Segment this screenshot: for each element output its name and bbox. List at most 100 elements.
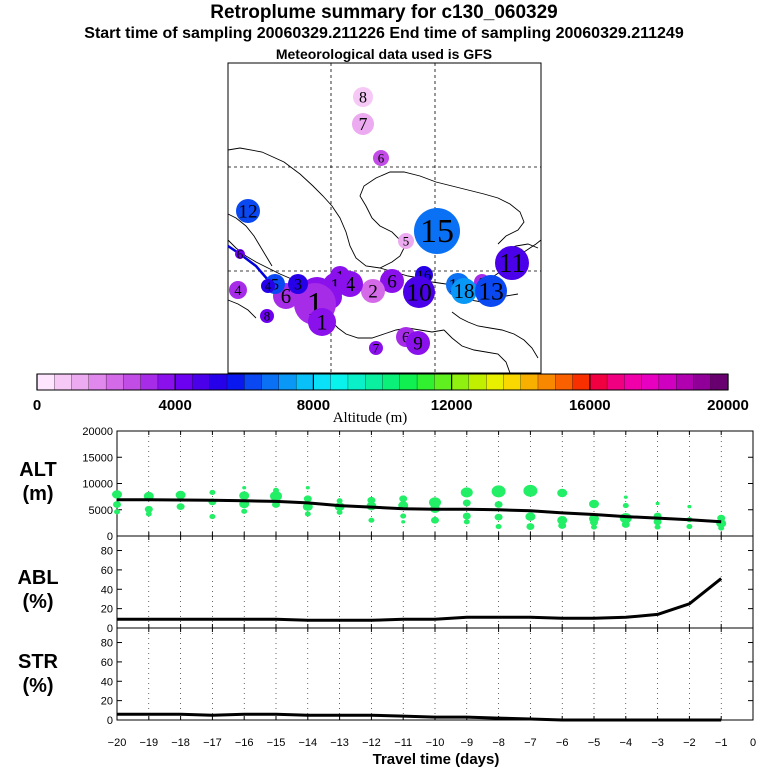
alt-distribution-point xyxy=(558,522,567,529)
colorbar-swatch xyxy=(140,373,159,391)
x-tick-label: −7 xyxy=(524,737,537,749)
alt-distribution-point xyxy=(112,490,122,499)
alt-distribution-point xyxy=(495,524,502,530)
alt-distribution-point xyxy=(401,520,406,524)
colorbar-swatch xyxy=(676,373,694,391)
map-point: 7 xyxy=(352,113,374,135)
alt-distribution-point xyxy=(176,503,185,510)
alt-distribution-point xyxy=(304,511,311,517)
map-point: 7 xyxy=(369,340,383,355)
x-tick-label: −16 xyxy=(235,737,254,749)
colorbar-tick-label: 0 xyxy=(33,397,41,414)
map-frame xyxy=(227,62,542,374)
abl-panel-unit: (%) xyxy=(22,591,53,613)
colorbar-swatch xyxy=(434,373,453,391)
x-tick-label: −14 xyxy=(298,737,317,749)
colorbar-swatch xyxy=(382,373,401,391)
abl-panel-label: ABL xyxy=(17,567,58,589)
x-tick-label: −10 xyxy=(426,737,445,749)
map-point: 2 xyxy=(361,279,385,303)
map-point: 5 xyxy=(398,233,414,249)
x-tick-label: −3 xyxy=(651,737,664,749)
map-point-marker xyxy=(261,279,275,293)
alt-distribution-point xyxy=(589,499,599,509)
colorbar-tick-label: 4000 xyxy=(159,397,192,414)
map-point-label: 4 xyxy=(345,273,356,296)
alt-distribution-point xyxy=(590,518,598,526)
colorbar-swatch xyxy=(54,373,73,391)
colorbar-swatch xyxy=(537,373,556,391)
map-point: 6 xyxy=(380,269,404,293)
map-point-marker xyxy=(380,269,404,293)
alt-distribution-point xyxy=(718,525,725,531)
map-point-label: 18 xyxy=(454,280,475,303)
alt-distribution-point xyxy=(621,521,630,528)
map-point-marker xyxy=(495,246,529,280)
alt-distribution-point xyxy=(209,489,216,495)
x-axis-label: Travel time (days) xyxy=(373,751,500,768)
x-tick-label: −15 xyxy=(267,737,286,749)
colorbar-swatch xyxy=(261,373,280,391)
alt-distribution-point xyxy=(270,491,282,502)
y-tick-label: 80 xyxy=(101,546,113,558)
x-tick-label: −9 xyxy=(461,737,474,749)
alt-distribution-point xyxy=(654,524,661,530)
y-tick-label: 80 xyxy=(101,638,113,650)
map-point-label: 6 xyxy=(402,329,410,346)
map-point-label: 6 xyxy=(237,246,244,261)
x-tick-label: −1 xyxy=(715,737,728,749)
map-point: 4 xyxy=(261,278,275,293)
colorbar-swatch xyxy=(226,373,245,391)
map-point-label: 5 xyxy=(403,233,410,248)
alt-distribution-point xyxy=(239,491,250,500)
map-point-label: 7 xyxy=(373,340,380,355)
x-tick-label: −6 xyxy=(556,737,569,749)
map-point-label: 5 xyxy=(271,276,279,293)
colorbar-swatch xyxy=(313,373,332,391)
chart-title: Retroplume summary for c130_060329 xyxy=(210,2,558,23)
alt-distribution-point xyxy=(494,513,503,521)
colorbar-swatch xyxy=(589,373,608,391)
alt-distribution-point xyxy=(622,503,629,509)
map-point-marker xyxy=(451,278,477,304)
map-point-marker xyxy=(406,331,430,355)
time-series-panels: 0 5000 10000 15000 20000 0 20 40 60 80 0 20 40 60 80 −2… xyxy=(82,426,756,749)
y-tick-label: 40 xyxy=(101,676,113,688)
map-point-label: 10 xyxy=(406,277,432,306)
x-tick-label: 0 xyxy=(750,737,756,749)
alt-distribution-point xyxy=(591,524,597,530)
meteorological-data-line: Meteorological data used is GFS xyxy=(275,46,493,62)
alt-distribution-point xyxy=(145,511,152,517)
colorbar-tick-label: 12000 xyxy=(431,397,473,414)
map-point-marker xyxy=(414,208,460,254)
colorbar-tick-label: 16000 xyxy=(569,397,611,414)
map-point: 18 xyxy=(451,278,477,304)
alt-distribution-point xyxy=(400,513,407,519)
alt-distribution-point xyxy=(368,517,375,523)
colorbar-swatch xyxy=(244,373,263,391)
alt-distribution-point xyxy=(431,516,439,524)
map-point-label: 4 xyxy=(234,283,241,299)
map-point-label: 15 xyxy=(420,213,454,250)
alt-distribution-point xyxy=(209,514,216,520)
map-point: 8 xyxy=(260,308,274,323)
y-tick-label: 20 xyxy=(101,696,113,708)
x-tick-label: −17 xyxy=(203,737,222,749)
alt-distribution-point xyxy=(175,490,186,500)
y-tick-label: 20000 xyxy=(82,426,113,438)
alt-distribution-point xyxy=(523,484,538,497)
map-point-label: 13 xyxy=(478,276,504,305)
map-point-label: 6 xyxy=(281,285,291,308)
map-point: 10 xyxy=(403,276,435,308)
x-tick-label: −13 xyxy=(330,737,349,749)
alt-distribution-point xyxy=(336,509,343,515)
x-tick-label: −20 xyxy=(108,737,127,749)
alt-distribution-point xyxy=(653,518,662,526)
alt-distribution-point xyxy=(336,498,343,504)
map-point-label: 1 xyxy=(330,275,340,296)
map-point-marker xyxy=(398,233,414,249)
map-point-marker xyxy=(260,309,274,323)
colorbar-swatch xyxy=(157,373,176,391)
alt-distribution-point xyxy=(242,486,247,490)
